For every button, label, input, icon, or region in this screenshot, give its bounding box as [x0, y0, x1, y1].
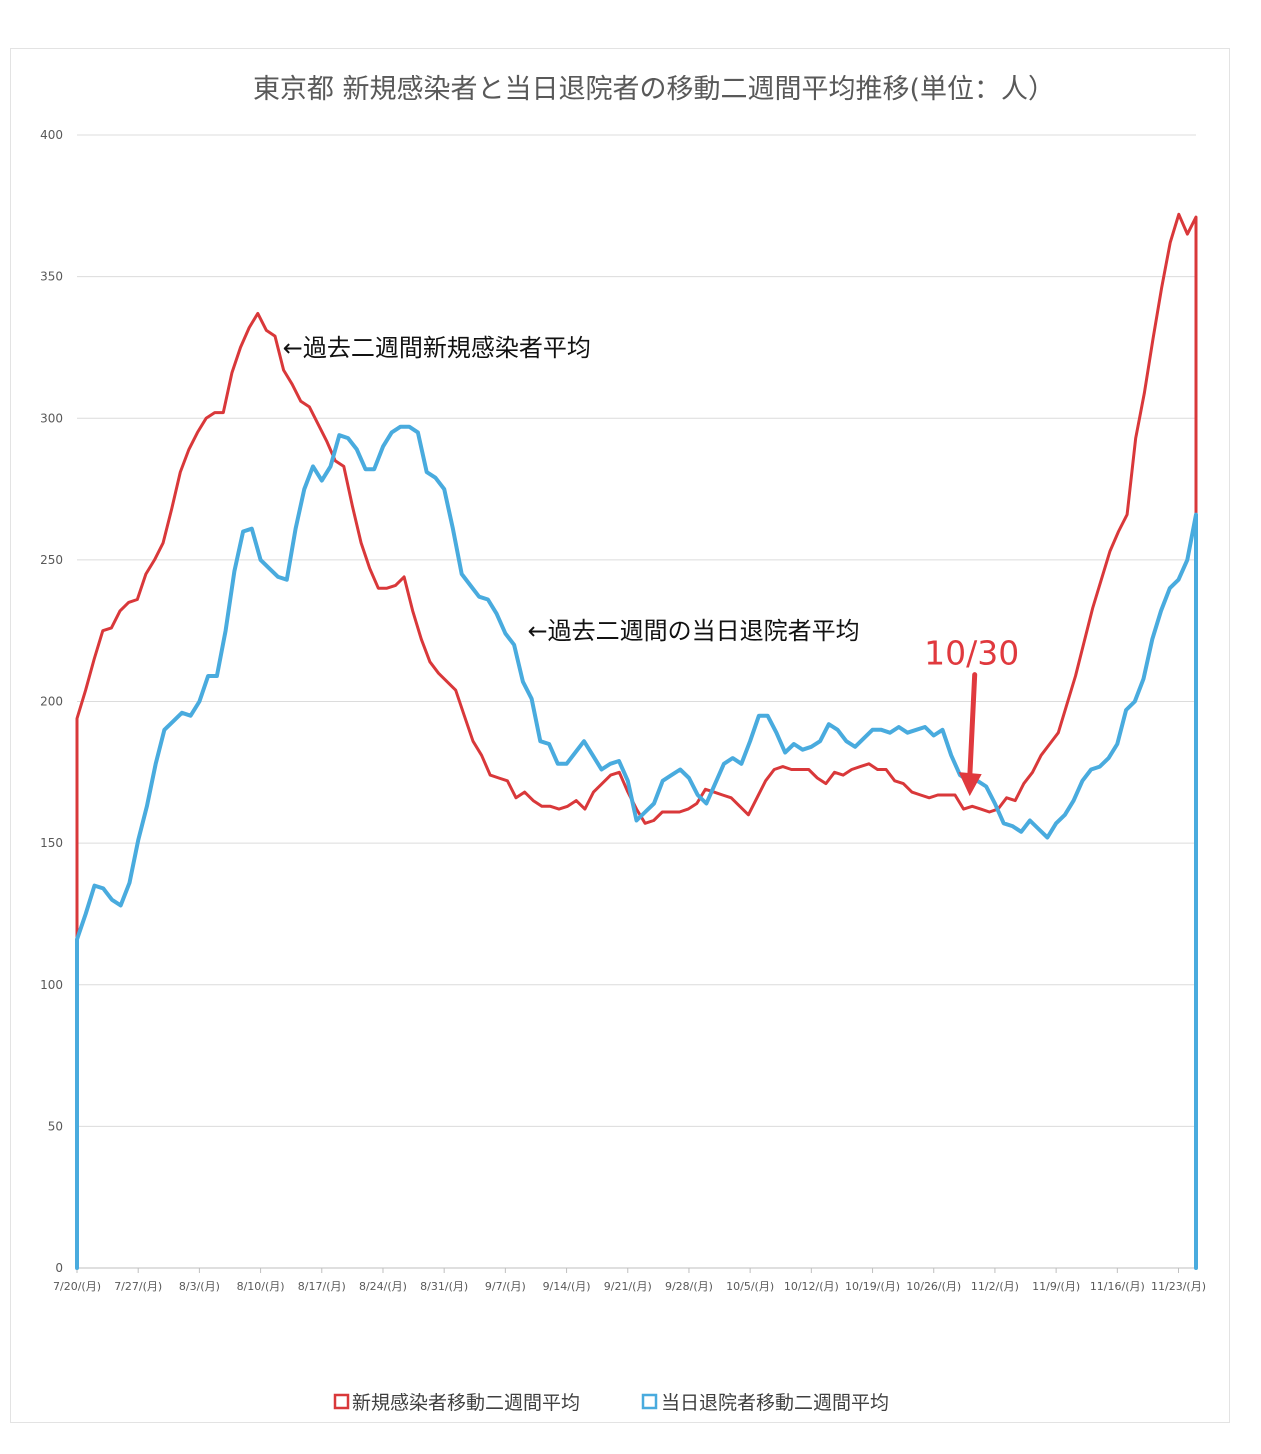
x-tick-label: 7/20/(月)	[53, 1280, 101, 1293]
x-tick-label: 11/9/(月)	[1032, 1280, 1080, 1293]
x-tick-label: 9/28/(月)	[665, 1280, 713, 1293]
y-tick-label: 50	[48, 1119, 63, 1133]
y-axis-ticks: 0 50 100 150 200 250 300 350 400	[40, 128, 63, 1275]
annotation-date-label: 10/30	[924, 634, 1019, 673]
annotation-text: ←過去二週間新規感染者平均	[283, 334, 591, 362]
chart-frame	[10, 48, 1230, 1423]
annotation-arrow-head	[958, 772, 982, 797]
x-tick-label: 8/3/(月)	[179, 1280, 220, 1293]
y-tick-label: 350	[40, 270, 63, 284]
legend-label-new-cases: 新規感染者移動二週間平均	[352, 1392, 580, 1414]
legend-swatch-new-cases	[333, 1393, 350, 1410]
x-tick-label: 10/5/(月)	[726, 1280, 774, 1293]
x-tick-label: 8/17/(月)	[298, 1280, 346, 1293]
x-tick-label: 10/12/(月)	[784, 1280, 839, 1293]
x-tick-label: 9/14/(月)	[543, 1280, 591, 1293]
x-tick-label: 11/2/(月)	[971, 1280, 1019, 1293]
x-tick-label: 11/16/(月)	[1090, 1280, 1145, 1293]
legend-label-discharged: 当日退院者移動二週間平均	[661, 1392, 889, 1414]
series-lines	[75, 212, 1198, 1270]
y-tick-label: 400	[40, 128, 63, 142]
y-tick-label: 150	[40, 836, 63, 850]
legend-swatch-discharged	[641, 1393, 658, 1410]
annotation-text: ←過去二週間の当日退院者平均	[528, 617, 860, 645]
x-axis-ticks: 7/20/(月) 7/27/(月) 8/3/(月) 8/10/(月) 8/17/(月) 8…	[53, 1268, 1206, 1293]
x-tick-label: 8/10/(月)	[237, 1280, 285, 1293]
x-tick-label: 10/26/(月)	[906, 1280, 961, 1293]
x-tick-label: 10/19/(月)	[845, 1280, 900, 1293]
gridlines	[77, 134, 1196, 1269]
y-tick-label: 200	[40, 695, 63, 709]
x-tick-label: 8/24/(月)	[359, 1280, 407, 1293]
series-line-discharged	[75, 424, 1198, 1270]
legend: 新規感染者移動二週間平均 当日退院者移動二週間平均	[333, 1392, 889, 1414]
y-tick-label: 250	[40, 553, 63, 567]
series-line-new-cases	[75, 212, 1198, 1270]
annotation-arrow-shaft	[967, 672, 978, 781]
y-tick-label: 0	[55, 1261, 63, 1275]
annotations: ←過去二週間新規感染者平均 ←過去二週間の当日退院者平均 10/30	[283, 334, 1019, 797]
chart-title: 東京都 新規感染者と当日退院者の移動二週間平均推移(単位：人）	[253, 74, 1055, 105]
y-tick-label: 300	[40, 411, 63, 425]
x-tick-label: 9/21/(月)	[604, 1280, 652, 1293]
x-tick-label: 9/7/(月)	[485, 1280, 526, 1293]
x-tick-label: 8/31/(月)	[420, 1280, 468, 1293]
x-tick-label: 11/23/(月)	[1151, 1280, 1206, 1293]
x-tick-label: 7/27/(月)	[114, 1280, 162, 1293]
y-tick-label: 100	[40, 978, 63, 992]
